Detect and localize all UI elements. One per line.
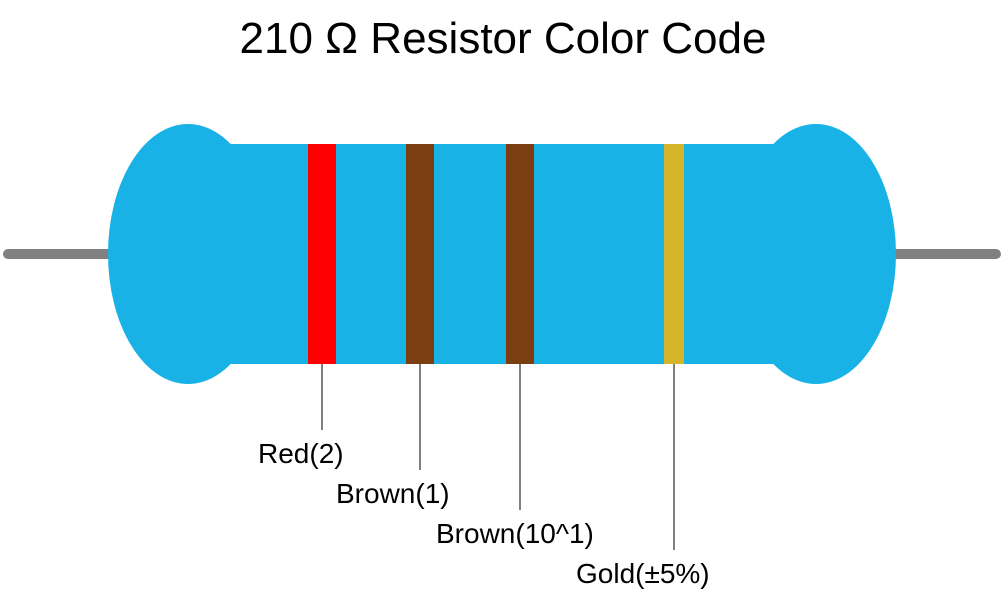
band-1-label: Red(2) bbox=[258, 438, 344, 470]
band-3 bbox=[506, 144, 534, 364]
band-4-label: Gold(±5%) bbox=[576, 558, 710, 590]
band-2 bbox=[406, 144, 434, 364]
band-4 bbox=[664, 144, 684, 364]
band-1 bbox=[308, 144, 336, 364]
resistor-diagram bbox=[0, 0, 1006, 607]
band-3-label: Brown(10^1) bbox=[436, 518, 594, 550]
resistor-body bbox=[188, 144, 816, 364]
band-2-label: Brown(1) bbox=[336, 478, 450, 510]
resistor-endcap-right bbox=[736, 124, 896, 384]
